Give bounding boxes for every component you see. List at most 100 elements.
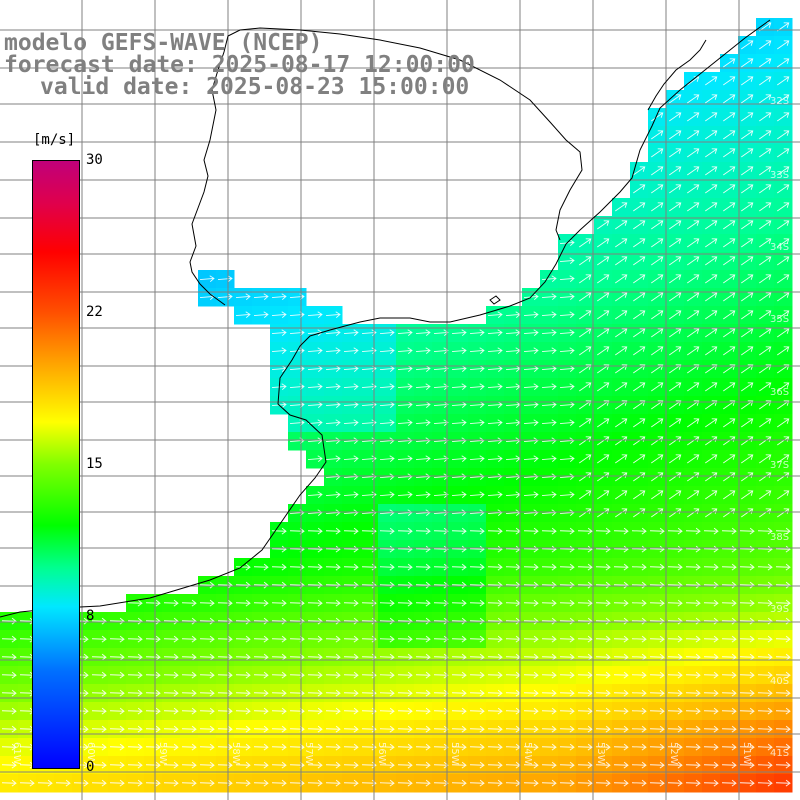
wind-arrow: [615, 310, 628, 320]
wind-arrow: [595, 689, 611, 697]
wind-arrow: [559, 563, 575, 571]
wind-arrow: [595, 779, 611, 787]
wind-arrow: [705, 346, 718, 356]
wind-arrow: [271, 653, 287, 661]
wind-arrow: [253, 743, 269, 751]
wind-arrow: [759, 256, 772, 266]
wind-arrow: [759, 202, 772, 212]
wind-arrow: [451, 527, 467, 535]
wind-arrow: [705, 202, 718, 212]
wind-arrow: [469, 779, 485, 787]
wind-arrow: [597, 274, 610, 284]
wind-arrow: [579, 418, 592, 428]
wind-arrow: [199, 275, 215, 283]
wind-arrow: [379, 563, 395, 571]
wind-arrow: [487, 545, 503, 553]
wind-arrow: [649, 581, 665, 589]
wind-arrow: [91, 779, 107, 787]
wind-arrow: [487, 707, 503, 715]
wind-arrow: [685, 599, 701, 607]
wind-arrow: [127, 761, 143, 769]
wind-arrow: [379, 347, 395, 355]
wind-arrow: [759, 220, 772, 230]
wind-arrow: [723, 148, 736, 158]
wind-arrow: [651, 238, 664, 248]
wind-arrow: [199, 617, 215, 625]
wind-arrow: [181, 671, 197, 679]
wind-arrow: [235, 725, 251, 733]
wind-arrow: [651, 382, 664, 392]
wind-arrow: [613, 563, 629, 571]
wind-arrow: [127, 635, 143, 643]
wind-arrow: [487, 311, 503, 319]
wind-arrow: [469, 419, 485, 427]
wind-arrow: [217, 275, 233, 283]
colorbar-label-22: 22: [86, 304, 103, 320]
wind-arrow: [757, 545, 773, 553]
wind-arrow: [633, 274, 646, 284]
wind-arrow: [451, 671, 467, 679]
wind-arrow: [705, 112, 718, 122]
wind-arrow: [451, 329, 467, 337]
wind-arrow: [451, 545, 467, 553]
wind-arrow: [199, 689, 215, 697]
wind-arrow: [523, 545, 539, 553]
wind-arrow: [235, 563, 251, 571]
wind-arrow: [433, 329, 449, 337]
wind-arrow: [379, 635, 395, 643]
wind-arrow: [577, 779, 593, 787]
wind-arrow: [669, 238, 682, 248]
wind-arrow: [469, 761, 485, 769]
wind-arrow: [451, 725, 467, 733]
wind-arrow: [741, 346, 754, 356]
wind-arrow: [199, 761, 215, 769]
wind-arrow: [415, 581, 431, 589]
wind-arrow: [127, 671, 143, 679]
wind-arrow: [669, 292, 682, 302]
lagoon-outline: [647, 39, 707, 111]
wind-arrow: [759, 382, 772, 392]
wind-arrow: [687, 274, 700, 284]
wind-arrow: [631, 707, 647, 715]
wind-arrow: [307, 779, 323, 787]
wind-arrow: [145, 761, 161, 769]
wind-arrow: [415, 455, 431, 463]
wind-arrow: [487, 617, 503, 625]
wind-arrow: [595, 671, 611, 679]
wind-arrow: [433, 455, 449, 463]
wind-arrow: [487, 671, 503, 679]
wind-arrow: [163, 725, 179, 733]
wind-arrow: [541, 275, 557, 283]
wind-arrow: [217, 779, 233, 787]
wind-arrow: [343, 707, 359, 715]
wind-arrow: [741, 454, 754, 464]
wind-arrow: [723, 274, 736, 284]
wind-arrow: [397, 599, 413, 607]
wind-arrow: [415, 599, 431, 607]
wind-arrow: [579, 310, 592, 320]
wind-arrow: [487, 383, 503, 391]
wind-arrow: [127, 689, 143, 697]
wind-arrow: [721, 671, 737, 679]
wind-arrow: [703, 581, 719, 589]
wind-arrow: [577, 689, 593, 697]
wind-arrow: [613, 743, 629, 751]
wind-arrow: [721, 761, 737, 769]
wind-arrow: [433, 725, 449, 733]
wind-arrow: [633, 328, 646, 338]
wind-arrow: [559, 725, 575, 733]
wind-arrow: [163, 779, 179, 787]
wind-arrow: [777, 238, 790, 248]
wind-arrow: [487, 743, 503, 751]
wind-arrow: [741, 58, 754, 68]
wind-arrow: [415, 383, 431, 391]
lat-label: 33S: [770, 170, 789, 181]
wind-arrow: [451, 383, 467, 391]
wind-arrow: [649, 779, 665, 787]
wind-arrow: [433, 365, 449, 373]
wind-arrow: [433, 383, 449, 391]
wind-arrow: [651, 256, 664, 266]
wind-arrow: [451, 761, 467, 769]
wind-arrow: [595, 707, 611, 715]
